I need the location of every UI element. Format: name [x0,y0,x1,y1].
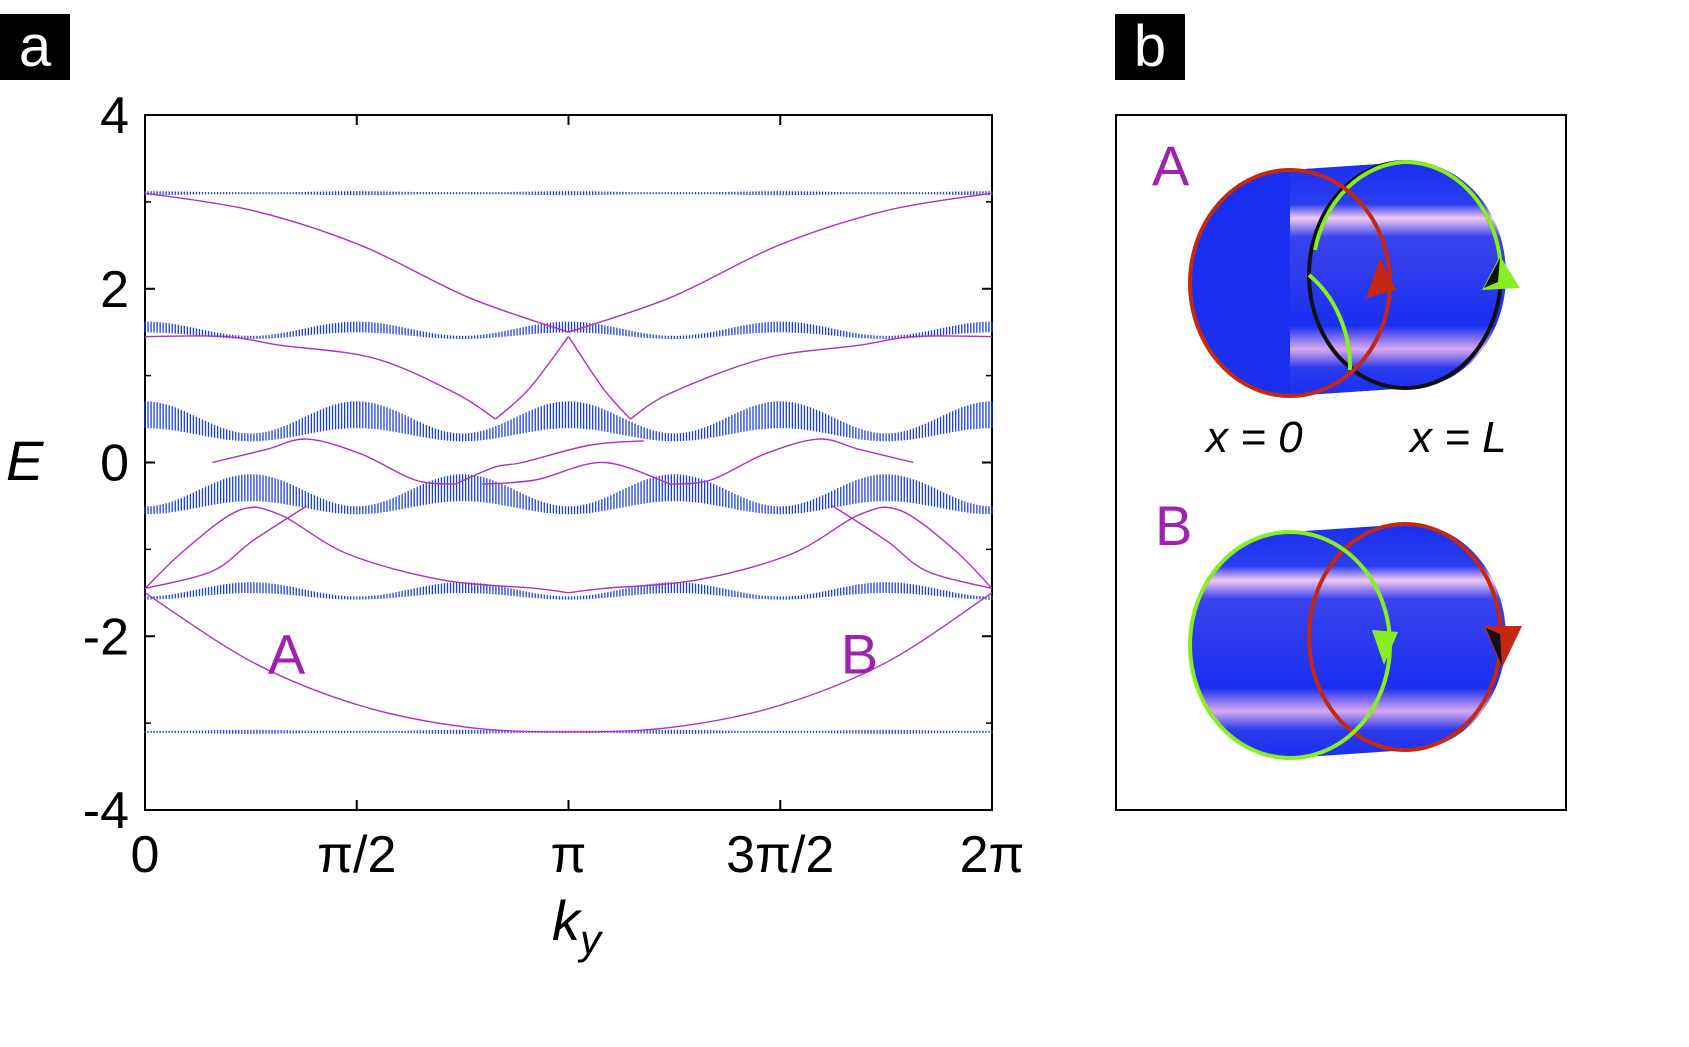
panel-a-tag: a [0,14,70,80]
y-tick-label: 2 [100,261,129,319]
edge-state-line [567,336,631,420]
edge-state-line [568,506,993,594]
edge-state-line [832,505,993,590]
y-axis-label: E [6,429,44,492]
edge-state-line [568,192,993,333]
bulk-band-hatch [144,582,993,600]
panel-b-tag: b [1115,14,1185,80]
edge-states [144,192,993,733]
edge-state-line [144,335,496,420]
plot-frame [144,114,993,811]
edge-state-line [495,336,570,420]
axis-tick-labels: 420-2-40 π/2 π 3π/2 2π [83,87,1025,884]
bulk-band-hatch [144,401,993,442]
bulk-band [144,401,993,442]
chart-annotation: A [268,623,306,686]
bulk-band [144,321,993,339]
edge-state-line [144,505,308,590]
y-tick-label: 0 [100,435,129,493]
x-tick-label: 0 [131,826,160,884]
x-tick-label: π/2 [317,826,396,884]
edge-state-line [481,461,671,485]
edge-state-line [144,592,993,733]
x-tick-label: π [551,826,587,884]
bulk-band-hatch [144,474,993,515]
x-tick-label: 3π/2 [726,826,834,884]
edge-state-line [144,506,569,594]
y-tick-label: -4 [83,782,129,840]
bulk-band-hatch [144,321,993,339]
chart-annotation: B [841,623,878,686]
edge-state-line [629,335,993,420]
axis-ticks [144,114,993,811]
bulk-band [144,474,993,515]
edge-state-line [212,438,456,485]
bulk-band-hatch [144,191,993,196]
edge-state-line [670,438,914,485]
x-tick-label: 2π [960,826,1025,884]
bulk-band [144,191,993,196]
bulk-band [144,582,993,600]
edge-state-line [454,440,644,485]
x-axis-label: ky [552,889,604,963]
y-tick-label: 4 [100,87,129,145]
edge-state-line [144,192,569,333]
y-tick-label: -2 [83,608,129,666]
